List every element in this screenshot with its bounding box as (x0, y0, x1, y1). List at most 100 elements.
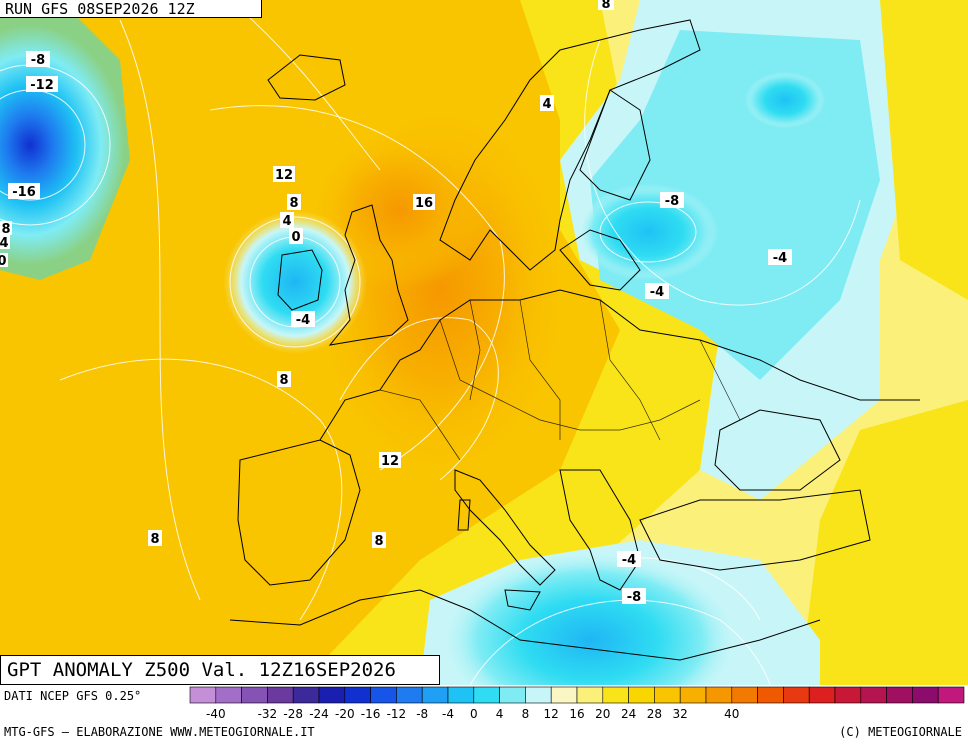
contour-label: -12 (26, 76, 58, 93)
contour-label: 8 (287, 194, 301, 211)
svg-text:8: 8 (1, 222, 10, 237)
color-swatch (421, 686, 449, 704)
color-swatch (344, 686, 371, 704)
color-swatch (808, 686, 836, 704)
color-swatch (241, 686, 268, 704)
color-swatch (654, 686, 681, 704)
contour-label: 8 (277, 371, 291, 388)
contour-label: -8 (622, 588, 646, 605)
scale-tick-label: -16 (361, 707, 381, 721)
contour-label: -8 (660, 192, 684, 209)
contour-label: -4 (617, 551, 641, 568)
color-swatch (679, 686, 707, 704)
color-swatch (215, 686, 242, 704)
svg-text:-4: -4 (622, 553, 636, 568)
svg-text:8: 8 (289, 196, 298, 211)
credit-text: MTG-GFS – ELABORAZIONE WWW.METEOGIORNALE… (4, 725, 315, 739)
svg-text:-8: -8 (627, 590, 641, 605)
contour-label: -8 (26, 51, 50, 68)
copyright-text: (C) METEOGIORNALE (839, 725, 962, 739)
scale-tick-label: 0 (470, 707, 478, 721)
svg-text:12: 12 (275, 168, 293, 183)
scale-tick-label: -20 (335, 707, 355, 721)
svg-text:12: 12 (381, 454, 399, 469)
color-swatch (292, 686, 320, 704)
scale-tick-label: -24 (309, 707, 329, 721)
contour-label: 4 (540, 95, 554, 112)
svg-text:16: 16 (415, 196, 433, 211)
svg-text:-4: -4 (296, 313, 310, 328)
contour-label: 8 (372, 532, 386, 549)
color-swatch (499, 686, 526, 704)
color-swatch (602, 686, 629, 704)
scale-tick-label: 20 (595, 707, 610, 721)
color-swatch (886, 686, 913, 704)
scale-tick-label: -4 (442, 707, 454, 721)
svg-text:8: 8 (374, 534, 383, 549)
data-source: DATI NCEP GFS 0.25° (4, 689, 142, 703)
svg-text:4: 4 (0, 236, 9, 251)
svg-text:8: 8 (279, 373, 288, 388)
color-swatch (267, 686, 294, 704)
contour-label: 4 (0, 235, 10, 251)
scale-tick-label: -8 (416, 707, 428, 721)
svg-text:0: 0 (0, 254, 7, 269)
run-label: RUN GFS 08SEP2026 12Z (0, 0, 262, 18)
svg-text:-16: -16 (12, 185, 36, 200)
anomaly-map: 8 -8 -12 -16 8 4 0 12 8 4 0 16 -4 8 4 -8… (0, 0, 968, 685)
scale-tick-label: 12 (544, 707, 559, 721)
contour-label: 8 (148, 530, 162, 547)
map-title: GPT ANOMALY Z500 Val. 12Z16SEP2026 (0, 655, 440, 685)
svg-text:-4: -4 (773, 251, 787, 266)
contour-label: 0 (0, 253, 8, 269)
contour-label: 12 (379, 452, 401, 469)
contour-label: -4 (291, 311, 315, 328)
color-swatch (189, 686, 217, 704)
color-swatch (912, 686, 939, 704)
scale-tick-label: 16 (569, 707, 584, 721)
footer: DATI NCEP GFS 0.25° -40 -32 -28 -24 -20 -16 -1… (0, 685, 968, 745)
color-swatch (705, 686, 733, 704)
svg-text:-8: -8 (31, 53, 45, 68)
svg-text:4: 4 (282, 214, 291, 229)
color-swatch (834, 686, 862, 704)
contour-label: 16 (413, 194, 435, 211)
contour-label: 8 (0, 221, 12, 237)
color-swatch (757, 686, 784, 704)
contour-label: -16 (8, 183, 40, 200)
scale-tick-label: -28 (283, 707, 303, 721)
contour-label: 12 (273, 166, 295, 183)
scale-tick-label: 32 (673, 707, 688, 721)
contour-label: 4 (280, 212, 294, 229)
color-swatch (731, 686, 758, 704)
color-swatch (473, 686, 500, 704)
color-scale-legend: -40 -32 -28 -24 -20 -16 -12 -8 -4 0 4 8 12 16 20 24 28 32… (189, 686, 965, 721)
scale-tick-label: 24 (621, 707, 636, 721)
svg-text:-8: -8 (665, 194, 679, 209)
scale-tick-label: 8 (522, 707, 530, 721)
svg-text:4: 4 (542, 97, 551, 112)
color-swatch (783, 686, 810, 704)
color-swatch (628, 686, 655, 704)
scale-tick-label: 4 (496, 707, 504, 721)
color-swatch (576, 686, 604, 704)
color-swatch (860, 686, 887, 704)
scale-tick-label: -12 (387, 707, 407, 721)
scale-tick-label: -40 (206, 707, 226, 721)
color-swatch (937, 686, 965, 704)
contour-label: 0 (289, 228, 303, 245)
color-swatch (370, 686, 397, 704)
svg-text:-4: -4 (650, 285, 664, 300)
svg-text:-12: -12 (30, 78, 54, 93)
svg-text:0: 0 (291, 230, 300, 245)
color-swatch (447, 686, 475, 704)
svg-text:8: 8 (601, 0, 610, 12)
contour-label: -4 (645, 283, 669, 300)
scale-tick-label: -32 (258, 707, 278, 721)
scale-tick-label: 28 (647, 707, 662, 721)
contour-label: -4 (768, 249, 792, 266)
color-swatch (550, 686, 578, 704)
scale-tick-label: 40 (724, 707, 739, 721)
color-swatch (318, 686, 346, 704)
color-swatch (396, 686, 423, 704)
